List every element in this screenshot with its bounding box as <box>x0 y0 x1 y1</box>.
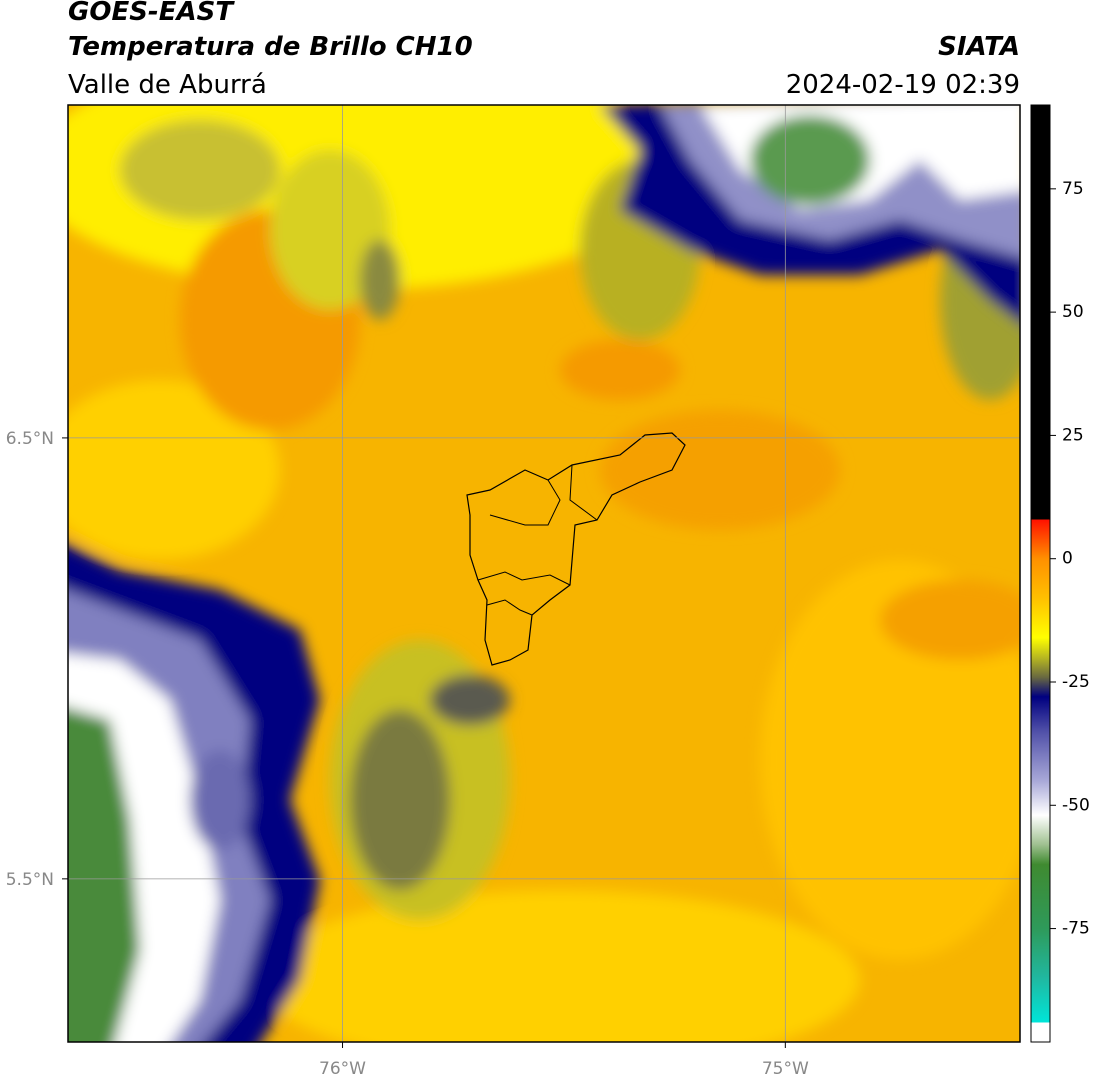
colorbar-label: 50 <box>1062 302 1084 322</box>
map-frame <box>67 104 1021 1043</box>
colorbar-label: 0 <box>1062 549 1073 569</box>
colorbar-label: -50 <box>1062 795 1090 815</box>
source: SIATA <box>938 32 1020 62</box>
lon-label: 76°W <box>319 1059 366 1078</box>
colorbar-label: 25 <box>1062 425 1084 445</box>
datetime: 2024-02-19 02:39 <box>786 70 1020 100</box>
lon-label: 75°W <box>762 1059 809 1078</box>
satellite-field <box>68 105 1020 1042</box>
colorbar-label: 75 <box>1062 179 1084 199</box>
lat-label: 6.5°N <box>6 429 54 449</box>
region: Valle de Aburrá <box>68 70 267 100</box>
subtitle: Temperatura de Brillo CH10 <box>68 32 473 62</box>
colorbar-label: -25 <box>1062 672 1090 692</box>
colorbar <box>1030 104 1051 1043</box>
lat-label: 5.5°N <box>6 870 54 890</box>
title: GOES-EAST <box>68 0 235 27</box>
graticule <box>68 105 1020 1042</box>
colorbar-label: -75 <box>1062 919 1090 939</box>
valley-outline <box>466 432 686 666</box>
